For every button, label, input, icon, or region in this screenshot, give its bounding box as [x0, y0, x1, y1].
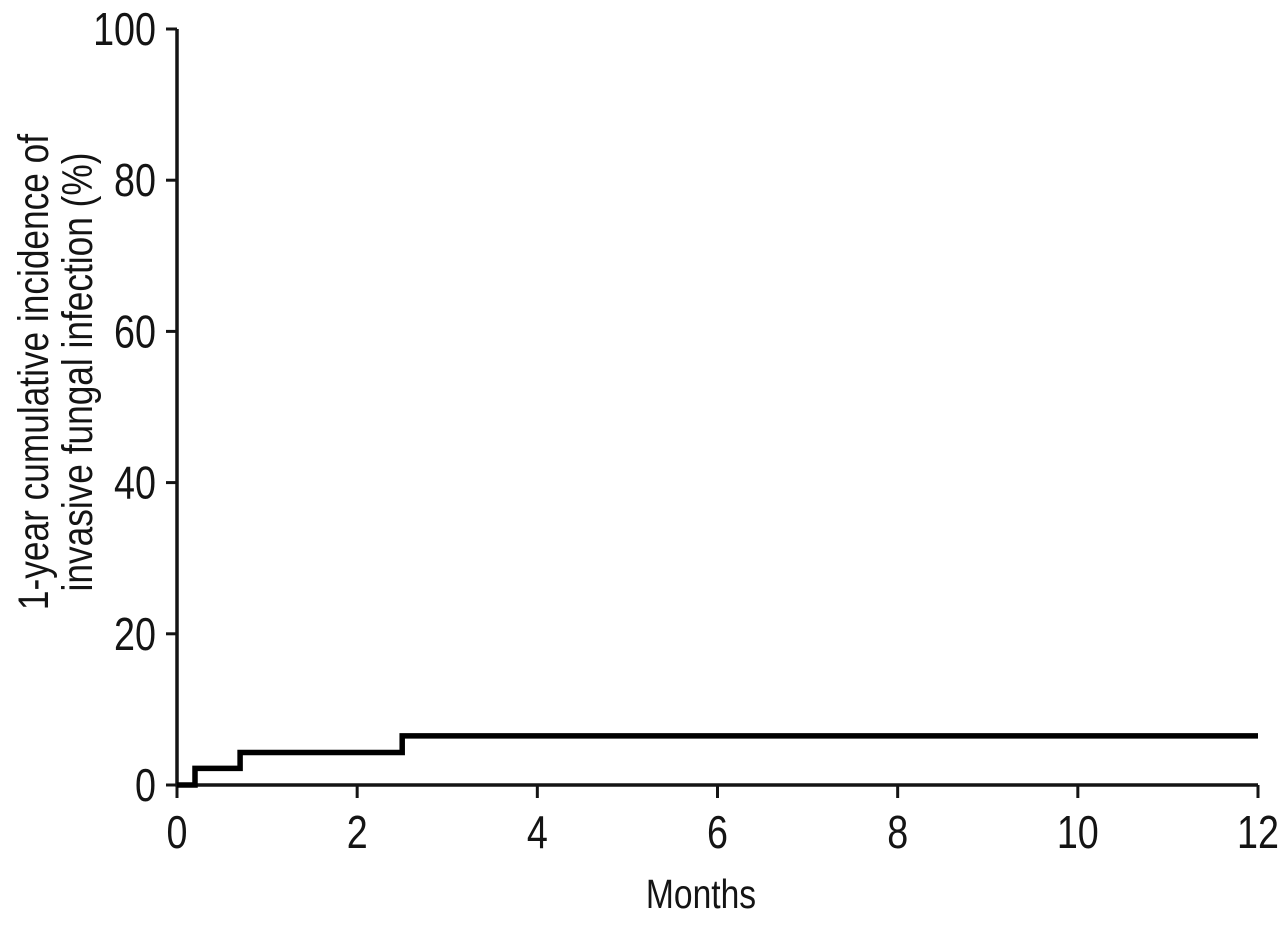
x-tick-label: 6 [707, 806, 728, 857]
x-tick-label: 10 [1057, 806, 1099, 857]
tick-marks-and-labels: 0 20 40 60 80 100 0 2 4 6 8 10 12 [93, 3, 1279, 857]
x-tick-label: 8 [887, 806, 908, 857]
y-axis-title-line-2: invasive fungal infection (%) [54, 153, 102, 592]
y-tick-label: 20 [114, 608, 156, 659]
cumulative-incidence-step-line [177, 733, 1258, 788]
y-tick-label: 100 [93, 3, 156, 54]
y-axis-title-line-1: 1-year cumulative incidence of [10, 134, 58, 610]
y-tick-label: 0 [135, 759, 156, 810]
x-tick-label: 2 [347, 806, 368, 857]
axes [175, 29, 1258, 787]
axes-spine [175, 29, 1258, 787]
step-curve-group [177, 733, 1258, 788]
y-tick-label: 40 [114, 457, 156, 508]
x-axis-title: Months [646, 871, 756, 917]
x-tick-label: 0 [167, 806, 188, 857]
y-tick-label: 80 [114, 155, 156, 206]
x-tick-label: 4 [527, 806, 548, 857]
y-tick-label: 60 [114, 306, 156, 357]
x-tick-label: 12 [1237, 806, 1279, 857]
